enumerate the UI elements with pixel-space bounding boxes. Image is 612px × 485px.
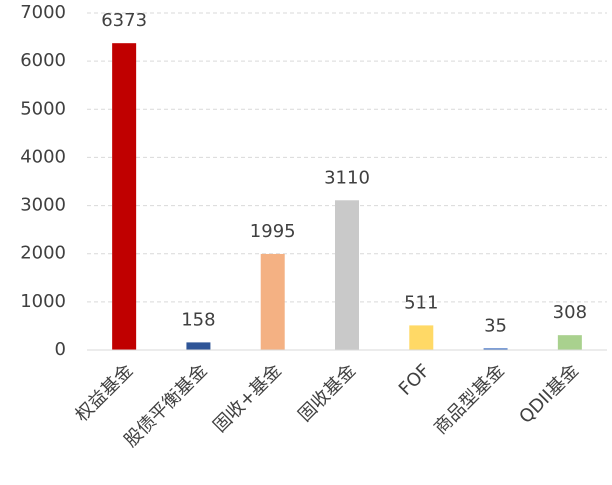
bar [335, 200, 359, 350]
data-label: 6373 [101, 10, 147, 31]
data-label: 3110 [324, 167, 370, 188]
y-tick-label: 5000 [20, 98, 66, 119]
y-tick-label: 3000 [20, 195, 66, 216]
x-tick-label: 权益基金 [71, 360, 137, 426]
bar [112, 43, 137, 350]
y-tick-label: 7000 [20, 2, 66, 23]
data-label: 35 [484, 315, 507, 336]
data-label: 511 [404, 292, 438, 313]
y-tick-label: 1000 [20, 291, 66, 312]
data-label: 1995 [250, 221, 296, 242]
bar [557, 335, 582, 350]
x-tick-label: 固收+基金 [209, 360, 285, 436]
y-tick-label: 0 [55, 339, 66, 360]
data-label: 158 [181, 309, 215, 330]
y-tick-label: 6000 [20, 50, 66, 71]
x-tick-label: QDII基金 [515, 360, 583, 428]
bar [186, 342, 211, 350]
bar [260, 253, 285, 350]
y-tick-label: 4000 [20, 146, 66, 167]
x-tick-label: 固收基金 [294, 360, 360, 426]
bar [409, 325, 434, 350]
data-label: 308 [553, 302, 587, 323]
bar [483, 348, 508, 350]
x-tick-label: FOF [395, 360, 435, 400]
x-tick-label: 商品型基金 [430, 360, 508, 438]
y-tick-label: 2000 [20, 243, 66, 264]
